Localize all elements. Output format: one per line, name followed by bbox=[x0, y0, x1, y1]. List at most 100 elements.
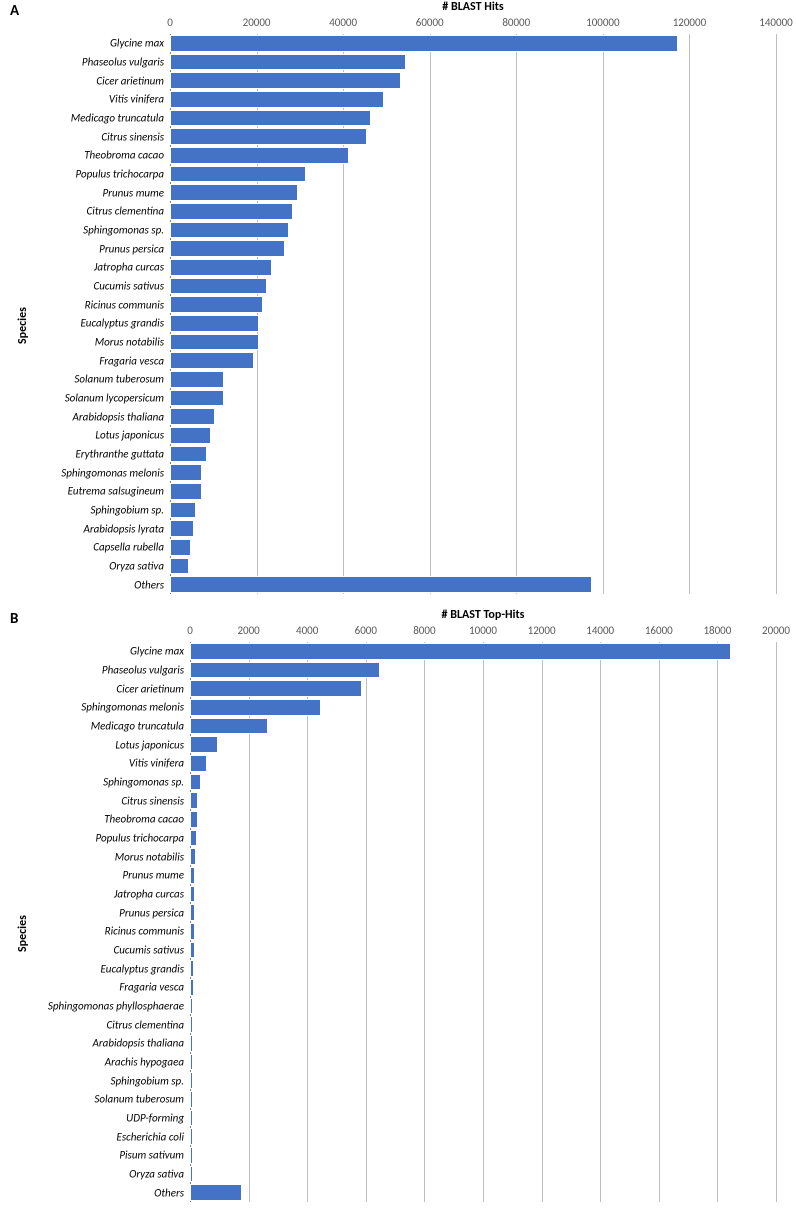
chart-bar-row bbox=[190, 1109, 776, 1128]
chart-bar bbox=[170, 464, 202, 481]
chart-bar bbox=[190, 643, 731, 660]
chart-bar bbox=[190, 1110, 193, 1127]
chart-y-tick-label: Pisum sativum bbox=[119, 1149, 190, 1162]
chart-y-tick-label: Arabidopsis lyrata bbox=[83, 522, 170, 535]
chart-y-tick-label: Eucalyptus grandis bbox=[101, 962, 190, 975]
chart-bar bbox=[190, 923, 195, 940]
chart-x-tick-label: 120000 bbox=[673, 16, 706, 29]
chart-y-tick-label: Arabidopsis thaliana bbox=[93, 1037, 190, 1050]
panel-b: B # BLAST Top-Hits Species 0200040006000… bbox=[0, 608, 796, 1218]
chart-bar-row bbox=[170, 109, 776, 128]
chart-bar bbox=[190, 904, 195, 921]
chart-bar-row bbox=[170, 519, 776, 538]
chart-x-tick-label: 6000 bbox=[355, 624, 377, 637]
chart-bar bbox=[190, 886, 195, 903]
chart-bar bbox=[190, 1016, 193, 1033]
chart-bar-row bbox=[170, 463, 776, 482]
chart-bar bbox=[190, 774, 201, 791]
chart-x-tick-label: 80000 bbox=[502, 16, 530, 29]
chart-bar-row bbox=[190, 1146, 776, 1165]
chart-y-tick-label: Solanum lycopersicum bbox=[65, 392, 170, 405]
chart-bar bbox=[170, 203, 293, 220]
chart-y-tick-label: Morus notabilis bbox=[115, 850, 190, 863]
chart-bar-row bbox=[190, 978, 776, 997]
chart-bar bbox=[190, 960, 194, 977]
chart-bar-row bbox=[170, 183, 776, 202]
chart-bar bbox=[170, 296, 263, 313]
chart-y-tick-label: Fragaria vesca bbox=[99, 354, 170, 367]
chart-bar-row bbox=[190, 642, 776, 661]
chart-bar-row bbox=[190, 1090, 776, 1109]
chart-bar bbox=[170, 539, 191, 556]
chart-bar-row bbox=[190, 922, 776, 941]
chart-bar-row bbox=[170, 202, 776, 221]
chart-bar-row bbox=[190, 773, 776, 792]
chart-y-tick-label: Cucumis sativus bbox=[113, 944, 190, 957]
chart-y-tick-label: Theobroma cacao bbox=[84, 149, 170, 162]
chart-y-tick-label: Citrus sinensis bbox=[101, 130, 170, 143]
chart-y-tick-label: Ricinus communis bbox=[85, 298, 170, 311]
chart-bar-row bbox=[170, 71, 776, 90]
chart-y-tick-label: Glycine max bbox=[130, 645, 190, 658]
chart-bar bbox=[190, 830, 197, 847]
chart-bar-row bbox=[170, 239, 776, 258]
chart-y-tick-label: Lotus japonicus bbox=[95, 429, 170, 442]
chart-y-tick-label: Sphingomonas phyllosphaerae bbox=[48, 1000, 190, 1013]
chart-y-tick-label: Morus notabilis bbox=[95, 336, 170, 349]
chart-y-tick-label: Sphingomonas melonis bbox=[61, 466, 170, 479]
chart-bar bbox=[170, 259, 272, 276]
chart-y-tick-label: Capsella rubella bbox=[93, 541, 170, 554]
chart-y-tick-label: Erythranthe guttata bbox=[76, 448, 170, 461]
chart-bar bbox=[190, 1184, 242, 1201]
chart-bar bbox=[190, 699, 321, 716]
chart-y-tick-label: Cicer arietinum bbox=[96, 74, 170, 87]
chart-y-tick-label: Vitis vinifera bbox=[109, 93, 170, 106]
chart-y-tick-label: Prunus mume bbox=[103, 186, 171, 199]
chart-bar-row bbox=[190, 698, 776, 717]
chart-bar-row bbox=[190, 1183, 776, 1202]
chart-y-tick-label: Solanum tuberosum bbox=[74, 373, 170, 386]
chart-bar-row bbox=[190, 1165, 776, 1184]
chart-y-tick-label: Escherichia coli bbox=[116, 1130, 190, 1143]
chart-x-tick-label: 14000 bbox=[586, 624, 614, 637]
chart-bar bbox=[170, 390, 224, 407]
chart-bar bbox=[170, 91, 384, 108]
chart-x-tick-label: 100000 bbox=[586, 16, 619, 29]
chart-y-tick-label: Citrus clementina bbox=[87, 205, 170, 218]
chart-bar-row bbox=[190, 847, 776, 866]
chart-b-plot-area: 0200040006000800010000120001400016000180… bbox=[190, 642, 776, 1202]
chart-bar-row bbox=[170, 445, 776, 464]
chart-bar-row bbox=[190, 754, 776, 773]
chart-x-tick-label: 16000 bbox=[645, 624, 673, 637]
chart-bar-row bbox=[170, 34, 776, 53]
panel-b-label: B bbox=[10, 610, 18, 628]
chart-bar bbox=[170, 427, 211, 444]
chart-x-tick-label: 12000 bbox=[528, 624, 556, 637]
chart-bar bbox=[190, 867, 195, 884]
chart-bar-row bbox=[190, 903, 776, 922]
chart-bar bbox=[190, 1147, 193, 1164]
chart-bar-row bbox=[190, 1053, 776, 1072]
chart-x-tick-label: 0 bbox=[167, 16, 173, 29]
chart-y-tick-label: Cucumis sativus bbox=[93, 280, 170, 293]
chart-gridline bbox=[776, 34, 777, 594]
chart-x-tick-label: 60000 bbox=[416, 16, 444, 29]
chart-bar bbox=[170, 502, 196, 519]
chart-y-tick-label: Eutrema salsugineum bbox=[68, 485, 170, 498]
chart-bar-row bbox=[170, 389, 776, 408]
chart-bar bbox=[170, 558, 189, 575]
chart-gridline bbox=[776, 642, 777, 1202]
chart-y-tick-label: Oryza sativa bbox=[109, 560, 170, 573]
chart-y-tick-label: Sphingomonas melonis bbox=[81, 701, 190, 714]
chart-y-tick-label: Jatropha curcas bbox=[114, 888, 190, 901]
chart-bar-row bbox=[170, 295, 776, 314]
chart-x-tick-label: 18000 bbox=[703, 624, 731, 637]
chart-bar bbox=[170, 128, 367, 145]
chart-y-tick-label: Arabidopsis thaliana bbox=[73, 410, 170, 423]
chart-bar-row bbox=[170, 314, 776, 333]
chart-bar bbox=[190, 848, 196, 865]
chart-bar-row bbox=[170, 90, 776, 109]
chart-x-tick-label: 8000 bbox=[413, 624, 435, 637]
chart-bar-row bbox=[190, 717, 776, 736]
chart-bar bbox=[170, 576, 592, 593]
